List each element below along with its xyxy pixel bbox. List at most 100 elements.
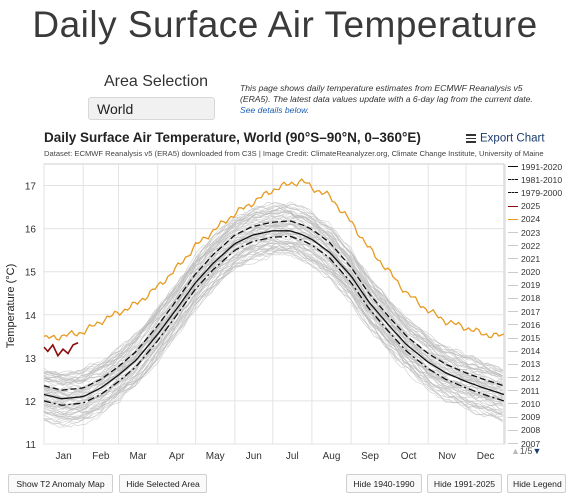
plot-area — [43, 163, 505, 445]
export-chart-button[interactable]: Export Chart — [466, 132, 545, 145]
legend-item[interactable]: 2020 — [508, 266, 570, 279]
legend-item[interactable]: 2010 — [508, 397, 570, 410]
year-line-gray — [43, 214, 503, 383]
legend-label: 2013 — [521, 359, 541, 370]
legend-item[interactable]: 2024 — [508, 213, 570, 226]
legend-label: 2012 — [521, 372, 541, 383]
legend-prev-icon[interactable]: ▲ — [511, 446, 520, 456]
legend-pager[interactable]: ▲1/5▼ — [511, 446, 541, 456]
year-line-gray — [43, 219, 503, 393]
x-tick-label: Apr — [169, 451, 185, 462]
y-axis-label: Temperature (°C) — [5, 264, 17, 348]
legend-swatch — [508, 390, 518, 392]
y-tick-label: 11 — [26, 440, 37, 451]
legend-swatch — [508, 192, 518, 194]
legend-label: 1979-2000 — [521, 187, 563, 198]
details-link[interactable]: See details below. — [240, 105, 310, 115]
year-line-gray — [43, 205, 503, 377]
year-line-gray — [43, 252, 503, 427]
legend-item[interactable]: 2008 — [508, 424, 570, 437]
legend-swatch — [508, 403, 518, 405]
year-line-gray — [43, 247, 503, 423]
year-line-gray — [43, 251, 503, 428]
x-tick-label: Dec — [477, 451, 495, 462]
legend-item[interactable]: 2023 — [508, 226, 570, 239]
legend-item[interactable]: 2018 — [508, 292, 570, 305]
legend-label: 2022 — [521, 240, 541, 251]
year-line-gray — [43, 240, 503, 417]
legend-item[interactable]: 2016 — [508, 318, 570, 331]
chart-subtitle: Dataset: ECMWF Reanalysis v5 (ERA5) down… — [44, 149, 544, 158]
legend-swatch — [508, 377, 518, 379]
legend-item[interactable]: 2019 — [508, 279, 570, 292]
y-tick-label: 13 — [25, 354, 37, 365]
legend-item[interactable]: 2022 — [508, 239, 570, 252]
legend-item[interactable]: 2012 — [508, 371, 570, 384]
legend-item[interactable]: 1991-2020 — [508, 160, 570, 173]
area-select[interactable]: World — [88, 97, 215, 120]
y-tick-label: 14 — [25, 311, 37, 322]
x-tick-label: Mar — [130, 451, 148, 462]
year-line-gray — [43, 232, 503, 406]
year-line-gray — [43, 215, 503, 385]
legend-swatch — [508, 363, 518, 365]
hide-selected-area-button[interactable]: Hide Selected Area — [119, 474, 207, 493]
hide-1991-2025-button[interactable]: Hide 1991-2025 — [427, 474, 502, 493]
y-tick-label: 17 — [25, 182, 37, 193]
legend-item[interactable]: 2025 — [508, 200, 570, 213]
legend-label: 2020 — [521, 267, 541, 278]
legend-item[interactable]: 2013 — [508, 358, 570, 371]
legend-label: 2009 — [521, 412, 541, 423]
legend-label: 2015 — [521, 333, 541, 344]
legend-item[interactable]: 2011 — [508, 384, 570, 397]
legend-item[interactable]: 2017 — [508, 305, 570, 318]
intro-description: This page shows daily temperature estima… — [240, 83, 533, 104]
legend-label: 2014 — [521, 346, 541, 357]
legend-label: 2018 — [521, 293, 541, 304]
year-line-gray — [43, 207, 503, 383]
legend-swatch — [508, 337, 518, 339]
legend-item[interactable]: 2015 — [508, 331, 570, 344]
legend-swatch — [508, 271, 518, 273]
legend-label: 2008 — [521, 425, 541, 436]
legend-swatch — [508, 258, 518, 260]
year-line-gray — [43, 201, 503, 374]
year-line-gray — [43, 215, 503, 391]
legend-item[interactable]: 2007 — [508, 437, 570, 450]
x-tick-label: Sep — [361, 451, 379, 462]
year-line-gray — [43, 252, 503, 423]
legend-label: 1991-2020 — [521, 161, 563, 172]
x-tick-label: Aug — [323, 451, 341, 462]
year-line-gray — [43, 241, 503, 409]
year-line-gray — [43, 203, 503, 377]
x-tick-label: Feb — [92, 451, 110, 462]
hide-legend-button[interactable]: Hide Legend — [507, 474, 566, 493]
y-tick-label: 12 — [25, 397, 37, 408]
legend-swatch — [508, 218, 518, 220]
hide-1940-1990-button[interactable]: Hide 1940-1990 — [346, 474, 422, 493]
series-line-2025 — [43, 342, 79, 358]
legend-item[interactable]: 1979-2000 — [508, 186, 570, 199]
legend-next-icon[interactable]: ▼ — [532, 446, 542, 456]
legend-swatch — [508, 232, 518, 234]
page-title: Daily Surface Air Temperature — [32, 4, 538, 45]
legend-item[interactable]: 2009 — [508, 411, 570, 424]
series-line-1991-2020 — [43, 230, 505, 400]
series-line-2024 — [43, 178, 505, 341]
x-tick-label: Jan — [56, 451, 72, 462]
legend-item[interactable]: 1981-2010 — [508, 173, 570, 186]
legend-label: 2024 — [521, 214, 541, 225]
show-anomaly-map-button[interactable]: Show T2 Anomaly Map — [8, 474, 113, 493]
y-tick-label: 16 — [25, 225, 37, 236]
year-line-gray — [43, 238, 503, 411]
legend-swatch — [508, 311, 518, 313]
legend-item[interactable]: 2021 — [508, 252, 570, 265]
legend-swatch — [508, 205, 518, 207]
legend-item[interactable]: 2014 — [508, 345, 570, 358]
legend-label: 2017 — [521, 306, 541, 317]
x-tick-label: Jun — [246, 451, 262, 462]
legend-swatch — [508, 245, 518, 247]
legend-label: 2021 — [521, 253, 541, 264]
year-line-gray — [43, 204, 503, 380]
legend-label: 2019 — [521, 280, 541, 291]
